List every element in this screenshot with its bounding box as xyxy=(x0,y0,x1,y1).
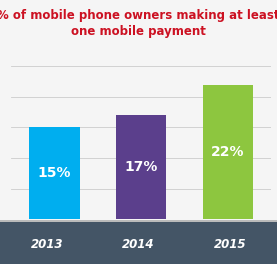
Text: 22%: 22% xyxy=(211,145,245,159)
Text: 15%: 15% xyxy=(38,166,71,180)
Bar xyxy=(29,128,80,219)
Text: % of mobile phone owners making at least
one mobile payment: % of mobile phone owners making at least… xyxy=(0,9,277,38)
Text: 17%: 17% xyxy=(125,160,158,174)
Bar xyxy=(203,85,253,219)
Text: 2015: 2015 xyxy=(214,238,246,251)
Text: 2013: 2013 xyxy=(31,238,63,251)
Text: 2014: 2014 xyxy=(122,238,155,251)
Bar xyxy=(116,115,166,219)
